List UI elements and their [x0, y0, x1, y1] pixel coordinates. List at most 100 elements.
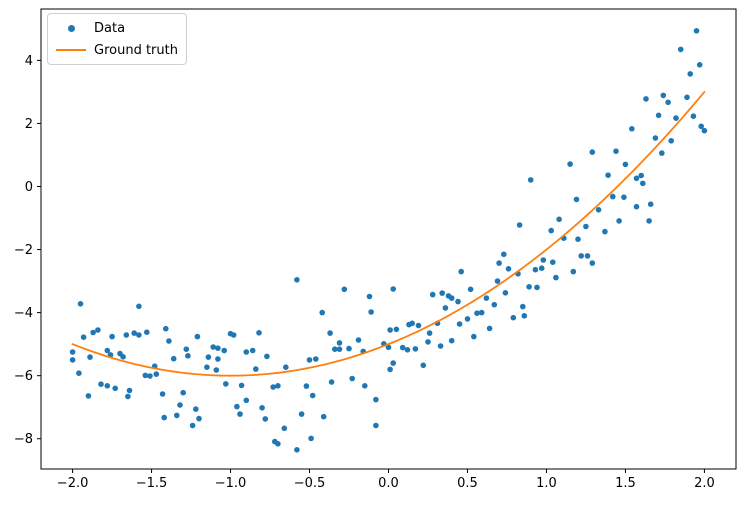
data-point — [223, 381, 229, 387]
data-point — [464, 316, 471, 322]
data-point — [163, 325, 169, 332]
data-point — [633, 203, 640, 210]
data-point — [387, 366, 393, 373]
data-point — [589, 260, 596, 266]
data-point — [578, 253, 584, 259]
data-point — [362, 383, 368, 389]
data-point — [442, 305, 449, 311]
data-point — [332, 346, 338, 353]
data-point — [425, 339, 431, 345]
data-point — [647, 201, 654, 207]
legend-item-ground-truth: Ground truth — [54, 40, 178, 60]
data-point — [327, 330, 333, 336]
data-point — [98, 381, 104, 388]
data-point — [673, 115, 679, 121]
data-point — [275, 441, 281, 447]
data-point — [123, 332, 130, 338]
data-point — [336, 346, 343, 353]
data-point — [346, 345, 352, 352]
data-point — [687, 71, 693, 77]
data-point — [185, 353, 191, 359]
data-point — [510, 314, 517, 321]
data-point — [640, 180, 646, 187]
data-point — [90, 329, 96, 336]
data-point — [690, 113, 697, 119]
data-point — [104, 347, 111, 354]
y-tick-label: −6 — [14, 369, 33, 384]
data-point — [584, 253, 591, 259]
data-point — [237, 411, 243, 417]
data-point — [589, 149, 596, 155]
data-point — [170, 355, 177, 362]
data-point — [95, 327, 101, 333]
data-point — [262, 416, 269, 422]
data-point — [621, 194, 627, 200]
data-point — [696, 62, 703, 68]
axes-frame — [40, 8, 737, 470]
data-point — [69, 357, 76, 363]
data-point — [458, 268, 465, 275]
data-point — [638, 172, 644, 179]
data-point — [349, 375, 356, 382]
data-point — [204, 364, 210, 371]
data-marker-icon — [54, 24, 88, 32]
x-tick-label: 1.0 — [536, 476, 557, 491]
data-point — [368, 309, 374, 315]
data-point — [622, 161, 629, 168]
x-tick-label: 0.5 — [457, 476, 478, 491]
data-point — [665, 99, 671, 106]
data-point — [109, 333, 115, 340]
ground-truth-curve — [71, 91, 706, 377]
data-point — [701, 127, 708, 134]
data-point — [399, 344, 406, 351]
x-tick-label: −0.5 — [294, 476, 326, 491]
data-point — [309, 392, 316, 399]
data-point — [120, 354, 126, 360]
legend-label-data: Data — [94, 20, 126, 36]
data-point — [281, 425, 288, 432]
data-point — [256, 330, 262, 336]
data-point — [253, 366, 259, 372]
data-point — [161, 414, 167, 421]
data-point — [131, 330, 137, 336]
data-point — [501, 251, 507, 258]
data-point — [595, 207, 602, 213]
data-point — [294, 447, 300, 453]
data-point — [505, 266, 512, 272]
data-point — [259, 405, 265, 411]
data-point — [660, 92, 667, 99]
data-point — [283, 364, 289, 371]
data-point — [677, 46, 684, 53]
legend-label-ground-truth: Ground truth — [94, 42, 178, 58]
data-point — [602, 228, 608, 235]
y-tick-label: 4 — [25, 54, 33, 69]
data-point — [605, 172, 611, 178]
legend: Data Ground truth — [47, 13, 187, 65]
data-point — [556, 216, 562, 223]
data-point — [87, 354, 93, 360]
data-point — [298, 411, 305, 417]
data-point — [420, 362, 427, 369]
data-point — [125, 393, 131, 400]
x-tick-label: −1.5 — [136, 476, 168, 491]
data-point — [85, 393, 92, 399]
x-tick-label: 2.0 — [694, 476, 715, 491]
data-point — [294, 277, 300, 283]
data-point — [180, 389, 186, 396]
data-point — [320, 413, 327, 420]
y-tick-label: −8 — [14, 432, 33, 447]
y-tick-label: 0 — [25, 180, 33, 195]
data-point — [521, 313, 528, 319]
data-point — [491, 301, 498, 308]
data-point — [520, 303, 526, 310]
data-point — [567, 161, 573, 167]
data-point — [264, 353, 270, 360]
data-point — [153, 371, 160, 377]
data-point — [439, 290, 446, 296]
data-point — [429, 291, 436, 298]
data-point — [215, 356, 221, 362]
data-point — [437, 343, 444, 349]
data-point — [319, 309, 326, 316]
data-point — [668, 138, 674, 144]
data-point — [69, 349, 76, 355]
